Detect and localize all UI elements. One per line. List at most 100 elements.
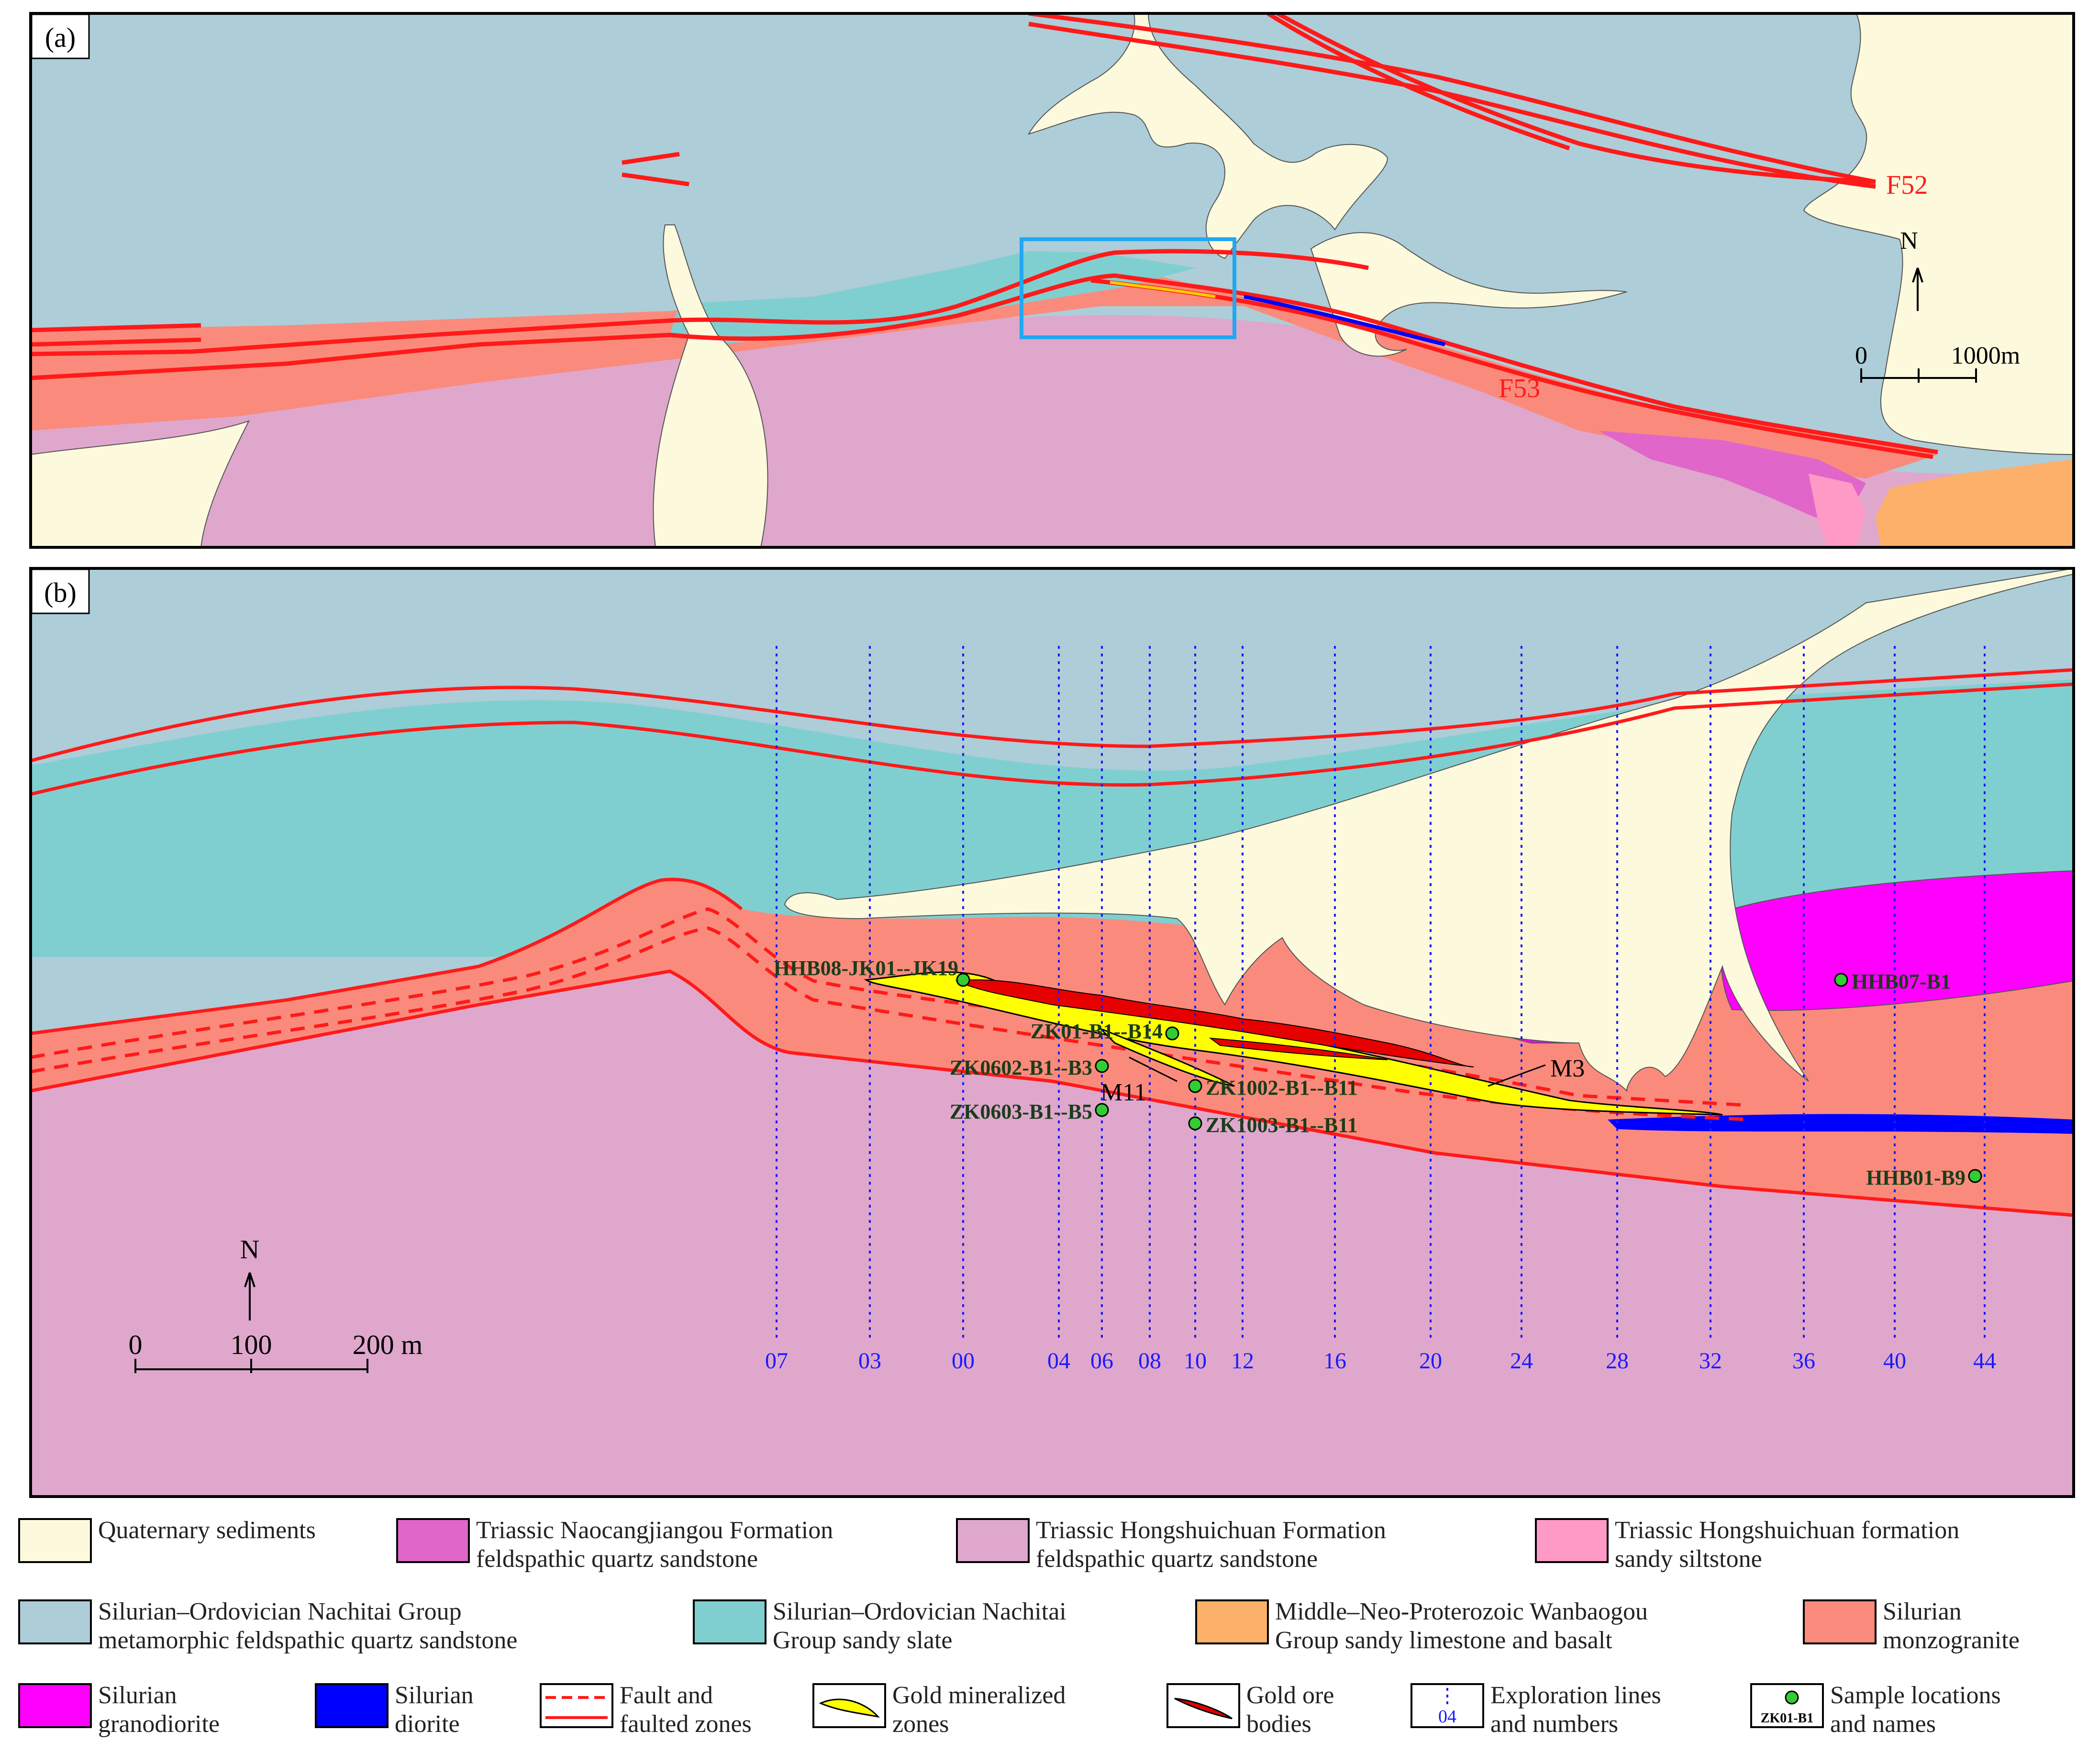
legend-sample-icon bbox=[1785, 1690, 1799, 1705]
sample-point bbox=[1095, 1103, 1109, 1117]
sample-name: HHB08-JK01--JK19 bbox=[774, 956, 958, 980]
quaternary-unit bbox=[784, 568, 2074, 1092]
legend-label: zones bbox=[892, 1710, 949, 1738]
exploration-line-number: 12 bbox=[1231, 1348, 1254, 1374]
fault-label-f53: F53 bbox=[1499, 374, 1540, 403]
legend-label: Silurian bbox=[98, 1682, 177, 1709]
gold-ore-body bbox=[955, 979, 1474, 1067]
legend-label: Group sandy limestone and basalt bbox=[1275, 1627, 1612, 1654]
index-box bbox=[1020, 237, 1236, 339]
panel-a: F52 F53 N 0 1000m bbox=[31, 13, 2074, 547]
exploration-line-number: 20 bbox=[1419, 1348, 1442, 1374]
legend-swatch bbox=[18, 1683, 92, 1728]
legend-label: Sample locations bbox=[1830, 1682, 2001, 1709]
legend-swatch bbox=[315, 1683, 389, 1728]
legend-label: Fault and bbox=[620, 1682, 713, 1709]
legend-label: Triassic Hongshuichuan Formation bbox=[1036, 1517, 1386, 1544]
scale-bar bbox=[1860, 368, 1977, 383]
exploration-line-number: 40 bbox=[1883, 1348, 1906, 1374]
legend: Quaternary sediments Triassic Naocangjian… bbox=[18, 1517, 2020, 1738]
legend-label: Gold mineralized bbox=[892, 1682, 1066, 1709]
legend-item: Triassic Naocangjiangou Formationfeldspa… bbox=[396, 1517, 833, 1573]
sample-point bbox=[1165, 1026, 1179, 1041]
sample-name: ZK1003-B1--B11 bbox=[1206, 1113, 1358, 1137]
monzogranite-unit bbox=[31, 268, 1938, 478]
legend-swatch bbox=[1750, 1683, 1824, 1728]
exploration-line-number: 07 bbox=[765, 1348, 788, 1374]
exploration-line-number: 00 bbox=[952, 1348, 975, 1374]
sample-point bbox=[956, 973, 970, 987]
legend-label: monzogranite bbox=[1883, 1627, 2020, 1654]
legend-swatch bbox=[1535, 1518, 1609, 1563]
legend-label: Silurian bbox=[1883, 1598, 1962, 1625]
panel-b-label-box bbox=[31, 568, 90, 614]
exploration-line-number: 24 bbox=[1510, 1348, 1533, 1374]
wanbaogou-unit bbox=[1876, 459, 2074, 547]
diorite-unit bbox=[1608, 1114, 2074, 1134]
diorite-dyke bbox=[1244, 295, 1445, 346]
exploration-line-number: 06 bbox=[1090, 1348, 1113, 1374]
gold-mineralized-zone bbox=[1100, 1028, 1235, 1087]
hongshuichuan-sandstone-unit bbox=[31, 315, 2074, 547]
legend-label: feldspathic quartz sandstone bbox=[476, 1545, 758, 1573]
panel-b-frame bbox=[29, 567, 2075, 1498]
sample-point bbox=[1095, 1059, 1109, 1073]
legend-label: sandy siltstone bbox=[1615, 1545, 1762, 1573]
legend-item: Triassic Hongshuichuan Formationfeldspat… bbox=[956, 1517, 1386, 1573]
exploration-line-number: 16 bbox=[1323, 1348, 1346, 1374]
sample-name: ZK0603-B1--B5 bbox=[950, 1100, 1092, 1123]
scale-start: 0 bbox=[1855, 342, 1867, 369]
legend-label: Silurian bbox=[395, 1682, 474, 1709]
legend-label: and names bbox=[1830, 1710, 1936, 1738]
sample-point bbox=[1188, 1116, 1202, 1131]
legend-label: and numbers bbox=[1490, 1710, 1618, 1738]
legend-label: faulted zones bbox=[620, 1710, 752, 1738]
sample-point bbox=[1968, 1169, 1982, 1183]
scale-tick-100: 100 bbox=[231, 1329, 272, 1360]
scale-tick-200: 200 m bbox=[353, 1329, 423, 1360]
gold-ore-body bbox=[1209, 1037, 1388, 1060]
siltstone-unit bbox=[1809, 474, 1866, 547]
exploration-line-number: 03 bbox=[858, 1348, 881, 1374]
panel-b: M11 M3 07 03 00 04 06 08 10 12 16 20 24 28 32 36 40 44 … bbox=[31, 568, 2074, 1497]
legend-swatch bbox=[1195, 1599, 1269, 1644]
sample-name: HHB07-B1 bbox=[1852, 970, 1951, 993]
sample-point bbox=[1834, 973, 1848, 987]
legend-swatch bbox=[540, 1683, 613, 1728]
legend-label: Group sandy slate bbox=[773, 1627, 952, 1654]
exploration-line-number: 04 bbox=[1047, 1348, 1070, 1374]
legend-label: Quaternary sediments bbox=[98, 1517, 316, 1544]
legend-swatch bbox=[18, 1599, 92, 1644]
sample-name: ZK0602-B1--B3 bbox=[950, 1056, 1092, 1079]
panel-b-label: (b) bbox=[44, 577, 77, 608]
sample-name: HHB01-B9 bbox=[1866, 1166, 1966, 1189]
legend-exploration-number: 04 bbox=[1438, 1707, 1456, 1727]
leader-line bbox=[1488, 1064, 1546, 1087]
panel-a-label-box bbox=[31, 13, 90, 59]
quaternary-unit bbox=[1027, 13, 1388, 259]
sample-points: HHB08-JK01--JK19 ZK01-B1--B14 ZK0602-B1--B… bbox=[774, 956, 1982, 1189]
legend-label: Triassic Hongshuichuan formation bbox=[1615, 1517, 1959, 1544]
legend-mineralized-icon bbox=[819, 1698, 880, 1718]
legend-swatch bbox=[396, 1518, 470, 1563]
exploration-line-number: 10 bbox=[1184, 1348, 1207, 1374]
scale-tick-0: 0 bbox=[129, 1329, 143, 1360]
scale-end: 1000m bbox=[1951, 342, 2020, 369]
hongshuichuan-sandstone-unit bbox=[31, 971, 2074, 1497]
panel-a-label: (a) bbox=[45, 22, 76, 53]
legend-label: Middle–Neo-Proterozoic Wanbaogou bbox=[1275, 1598, 1648, 1625]
sample-point bbox=[1188, 1079, 1202, 1093]
legend-label: Triassic Naocangjiangou Formation bbox=[476, 1517, 833, 1544]
legend-label: granodiorite bbox=[98, 1710, 220, 1738]
legend-label: Silurian–Ordovician Nachitai bbox=[773, 1598, 1066, 1625]
